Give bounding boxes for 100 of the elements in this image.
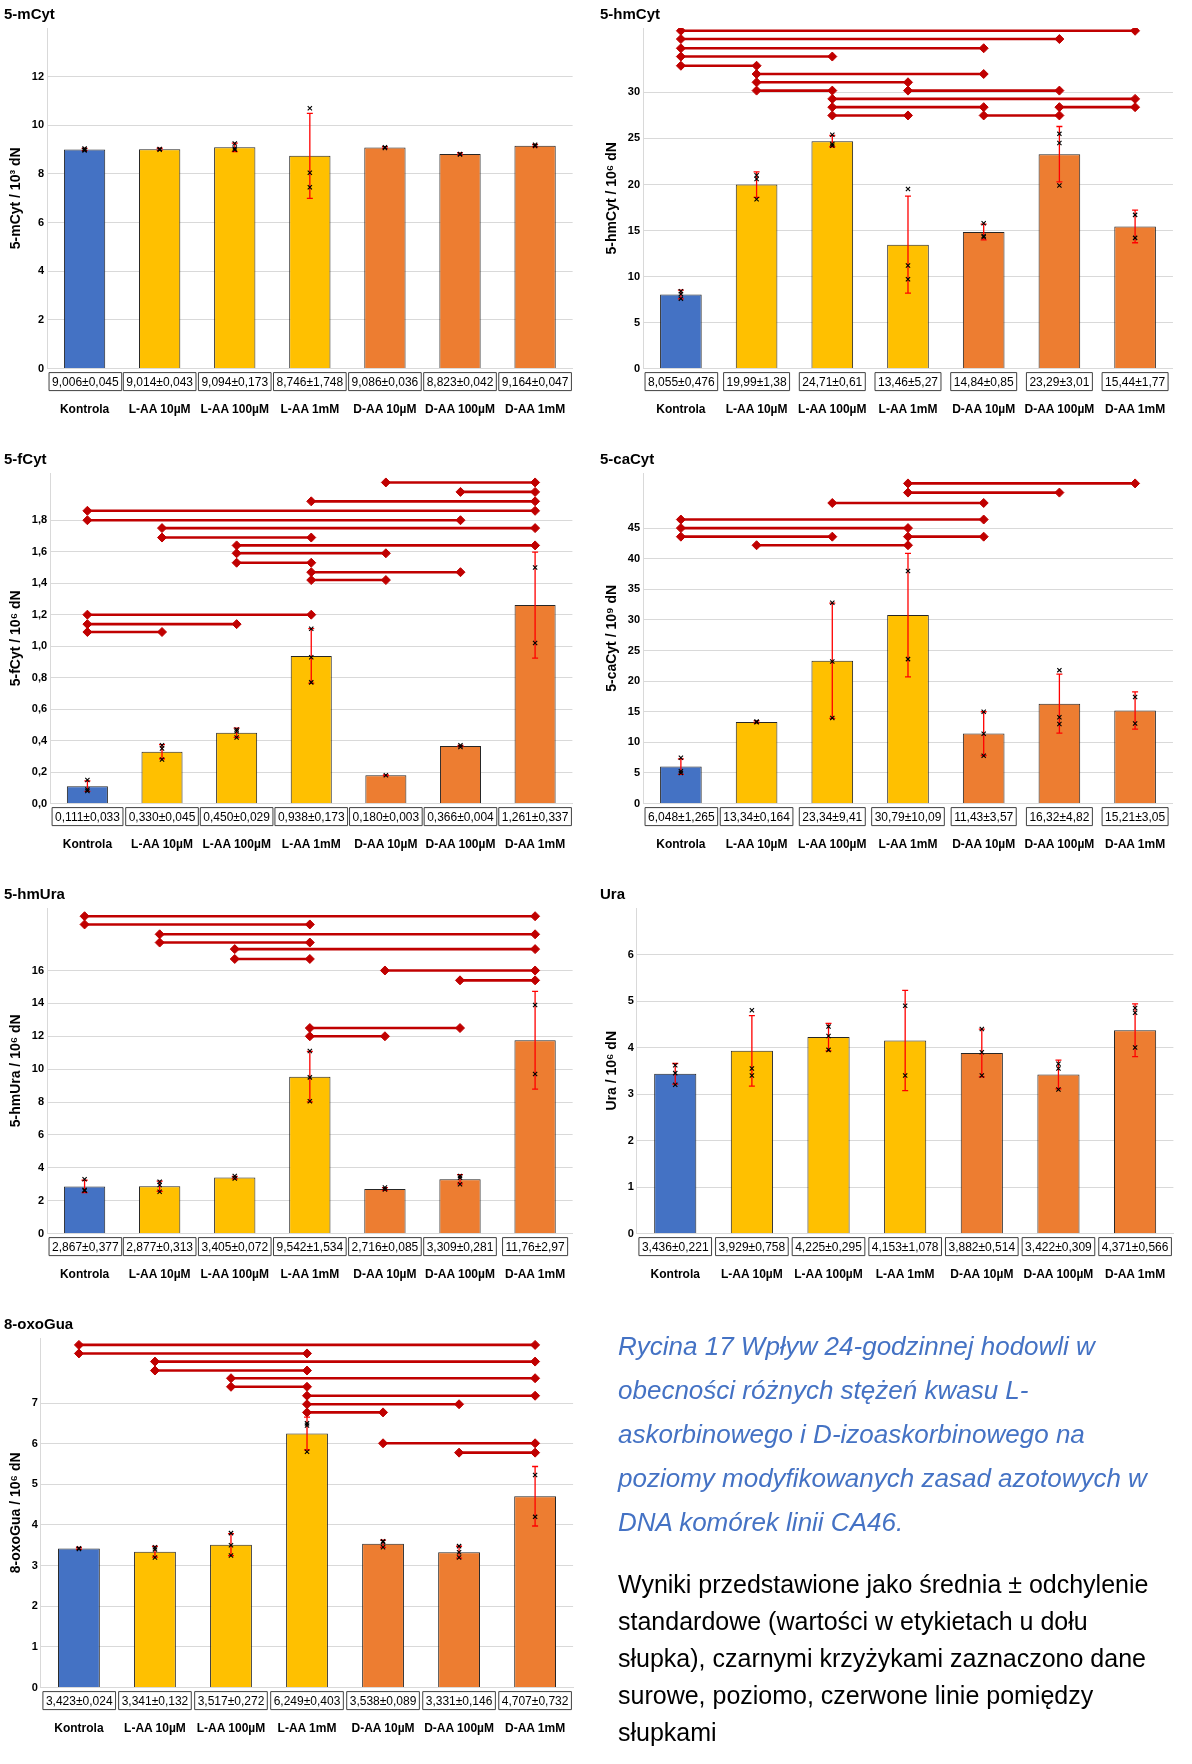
y-tick-label: 1 (627, 1180, 634, 1193)
y-tick-label: 1,0 (31, 639, 48, 652)
data-label: 3,882±0,514 (948, 1239, 1016, 1254)
y-tick-label: 0 (633, 796, 641, 809)
y-tick-label: 0,0 (31, 796, 48, 809)
data-label: 30,79±10,09 (874, 809, 942, 824)
data-label: 2,867±0,377 (52, 1239, 119, 1254)
x-tick-label: D-AA 100µM (1024, 837, 1095, 852)
y-tick-label: 0 (627, 1226, 634, 1239)
data-label: 11,76±2,97 (505, 1239, 565, 1254)
x-tick-label: D-AA 100µM (1024, 402, 1095, 417)
x-tick-label: Kontrola (59, 402, 110, 417)
y-tick-label: 40 (627, 551, 641, 564)
data-label: 2,877±0,313 (126, 1239, 194, 1254)
y-tick-label: 15 (627, 223, 641, 236)
data-label: 3,405±0,072 (201, 1239, 269, 1254)
y-tick-label: 10 (31, 118, 45, 131)
x-tick-label: L-AA 1mM (878, 402, 938, 417)
y-axis-title: 5-hmCyt / 10⁶ dN (603, 142, 620, 255)
x-tick-label: L-AA 100µM (202, 837, 271, 852)
y-tick-label: 35 (627, 582, 641, 595)
data-label: 3,538±0,089 (349, 1693, 417, 1708)
x-tick-label: D-AA 10µM (353, 1267, 417, 1282)
x-tick-label: D-AA 1mM (504, 837, 566, 852)
chart-title: Ura (600, 885, 626, 903)
y-tick-label: 10 (31, 1062, 45, 1075)
data-label: 0,938±0,173 (277, 809, 345, 824)
x-tick-label: L-AA 10µM (128, 1267, 191, 1282)
data-label: 4,225±0,295 (795, 1239, 863, 1254)
y-tick-label: 0 (37, 361, 45, 374)
chart-title: 5-mCyt (4, 5, 55, 23)
data-label: 3,423±0,024 (45, 1693, 113, 1708)
data-label: 6,249±0,403 (273, 1693, 341, 1708)
data-label: 3,309±0,281 (426, 1239, 494, 1254)
data-label: 4,371±0,566 (1101, 1239, 1169, 1254)
x-tick-label: L-AA 1mM (878, 837, 938, 852)
y-tick-label: 15 (627, 704, 641, 717)
x-tick-label: L-AA 10µM (131, 837, 193, 852)
y-tick-label: 25 (627, 131, 641, 144)
y-tick-label: 0,8 (31, 670, 48, 683)
data-label: 6,048±1,265 (648, 809, 715, 824)
x-tick-label: L-AA 10µM (725, 837, 788, 852)
y-tick-label: 1,2 (31, 607, 48, 620)
y-tick-label: 6 (37, 215, 45, 228)
x-tick-label: D-AA 10µM (950, 1267, 1014, 1282)
data-label: 8,746±1,748 (276, 374, 344, 389)
data-label: 0,450±0,029 (203, 809, 271, 824)
data-label: 1,261±0,337 (501, 809, 569, 824)
y-axis-title: Ura / 10⁶ dN (603, 1031, 620, 1111)
data-label: 4,707±0,732 (501, 1693, 569, 1708)
data-label: 3,517±0,272 (197, 1693, 265, 1708)
y-tick-label: 3 (31, 1558, 38, 1571)
data-label: 9,542±1,534 (276, 1239, 344, 1254)
chart-title: 8-oxoGua (4, 1315, 74, 1333)
y-tick-label: 3 (627, 1087, 634, 1100)
x-tick-label: L-AA 100µM (196, 1721, 266, 1736)
data-label: 13,34±0,164 (723, 809, 791, 824)
x-tick-label: Kontrola (62, 837, 113, 852)
x-tick-label: D-AA 10µM (354, 837, 418, 852)
y-tick-label: 1 (31, 1639, 38, 1652)
chart-title: 5-hmUra (4, 885, 66, 903)
data-label: 23,29±3,01 (1029, 374, 1090, 389)
y-tick-label: 6 (627, 947, 634, 960)
y-axis-title: 5-mCyt / 10³ dN (7, 147, 24, 250)
y-tick-label: 8 (37, 167, 45, 179)
x-tick-label: D-AA 1mM (1104, 402, 1166, 417)
y-axis-title: 5-hmUra / 10⁶ dN (7, 1014, 24, 1128)
data-label: 0,180±0,003 (352, 809, 420, 824)
y-tick-label: 5 (31, 1477, 38, 1490)
x-tick-label: L-AA 1mM (280, 1267, 340, 1282)
data-label: 8,823±0,042 (426, 374, 494, 389)
y-tick-label: 4 (37, 1160, 45, 1173)
data-label: 11,43±3,57 (954, 809, 1014, 824)
x-tick-label: Kontrola (650, 1267, 701, 1282)
chart-title: 5-caCyt (600, 450, 655, 468)
x-tick-label: L-AA 100µM (200, 402, 269, 417)
y-tick-label: 1,6 (31, 544, 48, 557)
x-tick-label: L-AA 10µM (720, 1267, 783, 1282)
data-label: 3,341±0,132 (121, 1693, 189, 1708)
x-tick-label: D-AA 1mM (504, 402, 566, 417)
data-label: 3,422±0,309 (1025, 1239, 1093, 1254)
y-tick-label: 1,4 (31, 576, 48, 589)
data-label: 4,153±1,078 (871, 1239, 939, 1254)
data-label: 0,366±0,004 (427, 809, 495, 824)
data-label: 9,164±0,047 (501, 374, 569, 389)
data-label: 13,46±5,27 (878, 374, 939, 389)
y-tick-label: 7 (31, 1396, 38, 1409)
y-tick-label: 5 (627, 994, 634, 1007)
x-tick-label: L-AA 10µM (124, 1721, 186, 1736)
x-tick-label: D-AA 100µM (425, 402, 495, 417)
y-tick-label: 0 (633, 361, 641, 374)
x-tick-label: L-AA 1mM (280, 402, 340, 417)
y-tick-label: 5 (633, 766, 641, 779)
y-tick-label: 14 (31, 996, 45, 1009)
y-tick-label: 12 (31, 69, 45, 82)
y-tick-label: 0,6 (31, 702, 48, 715)
y-tick-label: 8 (37, 1095, 45, 1108)
x-tick-label: Kontrola (59, 1267, 110, 1282)
x-tick-label: L-AA 100µM (794, 1267, 863, 1282)
x-tick-label: D-AA 100µM (425, 837, 496, 852)
